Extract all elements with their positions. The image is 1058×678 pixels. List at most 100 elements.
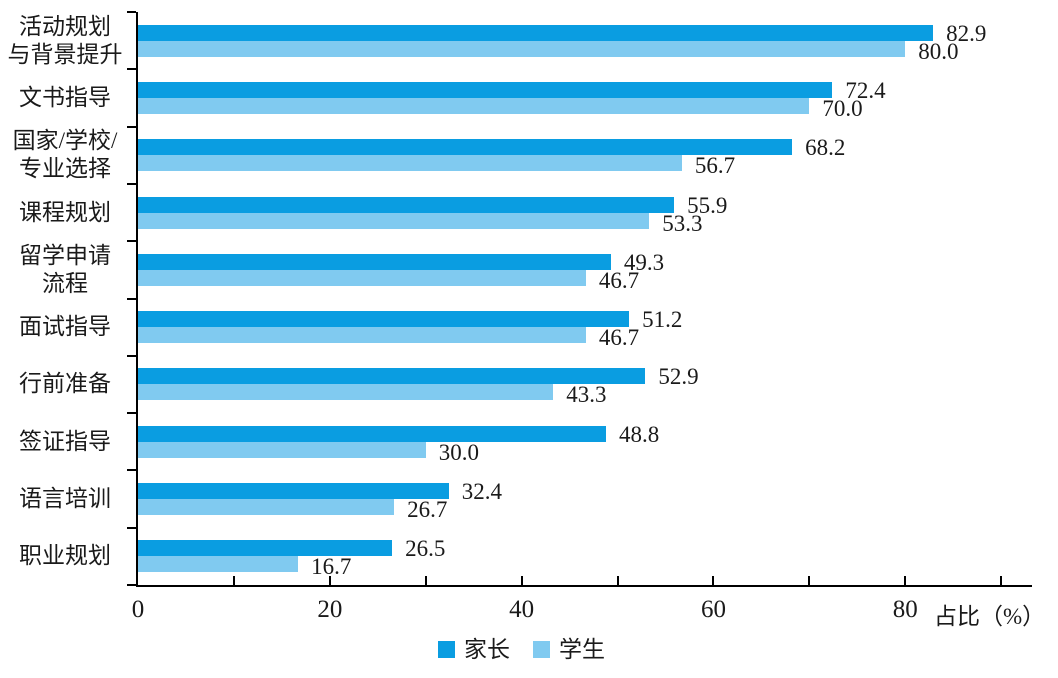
parent-bar-line: 26.5 xyxy=(138,536,1030,562)
x-axis-tick xyxy=(424,576,427,585)
y-axis-tick xyxy=(127,240,136,243)
parent-value-label: 55.9 xyxy=(687,192,728,218)
legend-item-parent: 家长 xyxy=(438,637,510,662)
bar-row: 55.9 53.3 xyxy=(138,184,1030,241)
parent-value-label: 72.4 xyxy=(845,77,886,103)
parent-bar-line: 48.8 xyxy=(138,421,1030,447)
y-axis-tick xyxy=(127,469,136,472)
category-label: 留学申请 流程 xyxy=(19,242,111,296)
x-axis-tick xyxy=(520,576,523,585)
student-value-label: 46.7 xyxy=(598,267,640,293)
student-bar-line: 30.0 xyxy=(138,439,1030,465)
x-tick-label: 40 xyxy=(509,596,535,623)
student-bar xyxy=(138,499,395,516)
x-axis-tick xyxy=(232,576,235,585)
student-bar-line: 46.7 xyxy=(138,267,1030,293)
parent-bar xyxy=(138,139,793,156)
student-bar-line: 43.3 xyxy=(138,382,1030,408)
parent-bar-line: 51.2 xyxy=(138,307,1030,333)
student-bar-line: 56.7 xyxy=(138,153,1030,179)
student-bar-line: 46.7 xyxy=(138,326,1030,349)
bar-row: 68.2 56.7 xyxy=(138,127,1030,184)
x-tick-label: 60 xyxy=(700,596,726,623)
bar-row: 52.9 43.3 xyxy=(138,356,1030,413)
legend-label-parent: 家长 xyxy=(464,637,510,662)
x-axis-line xyxy=(136,585,1032,587)
student-bar xyxy=(138,97,810,114)
bar-row: 72.4 70.0 xyxy=(138,69,1030,126)
student-bar xyxy=(138,384,554,401)
legend-label-student: 学生 xyxy=(559,637,605,662)
x-axis-tick xyxy=(1000,576,1003,585)
student-bar xyxy=(138,327,586,344)
parent-bar-line: 82.9 xyxy=(138,20,1030,46)
x-axis-tick xyxy=(904,576,907,585)
parent-value-label: 82.9 xyxy=(946,20,987,46)
legend-item-student: 学生 xyxy=(533,637,605,662)
y-axis-tick xyxy=(127,182,136,185)
student-bar-line: 26.7 xyxy=(138,497,1030,523)
parent-bar-line: 52.9 xyxy=(138,364,1030,390)
category-label: 国家/学校/ 专业选择 xyxy=(12,128,118,182)
parent-bar xyxy=(138,425,607,442)
student-bar-line: 16.7 xyxy=(138,554,1030,580)
parent-bar xyxy=(138,540,393,557)
student-bar xyxy=(138,269,586,286)
category-label: 面试指导 xyxy=(19,314,111,340)
parent-bar xyxy=(138,196,675,213)
parent-value-label: 32.4 xyxy=(461,479,502,505)
bar-row: 26.5 16.7 xyxy=(138,528,1030,585)
parent-bar xyxy=(138,311,630,328)
student-bar xyxy=(138,556,299,573)
bar-row: 48.8 30.0 xyxy=(138,413,1030,470)
parent-bar-line: 72.4 xyxy=(138,77,1030,103)
category-label: 课程规划 xyxy=(19,199,111,225)
y-axis-tick xyxy=(127,526,136,529)
y-axis-tick xyxy=(127,11,136,13)
x-axis-tick xyxy=(712,576,715,585)
x-axis-tick xyxy=(328,576,331,585)
student-bar xyxy=(138,441,426,458)
x-axis-tick xyxy=(616,576,619,585)
category-label: 职业规划 xyxy=(19,543,111,569)
student-value-label: 53.3 xyxy=(662,210,703,236)
parent-bar xyxy=(138,81,833,98)
y-axis-tick xyxy=(127,354,136,357)
parent-value-label: 49.3 xyxy=(623,249,665,275)
y-axis-tick xyxy=(127,125,136,128)
student-value-label: 30.0 xyxy=(438,439,479,465)
student-value-label: 70.0 xyxy=(822,95,863,121)
parent-bar-line: 55.9 xyxy=(138,192,1030,218)
y-axis-tick xyxy=(127,412,136,415)
parent-bar-line: 49.3 xyxy=(138,249,1030,275)
parent-value-label: 52.9 xyxy=(658,364,699,390)
student-value-label: 26.7 xyxy=(407,497,448,523)
student-value-label: 43.3 xyxy=(566,382,607,408)
parent-value-label: 48.8 xyxy=(619,421,660,447)
student-bar xyxy=(138,40,906,57)
legend: 家长 学生 xyxy=(438,637,605,662)
bar-row: 82.9 80.0 xyxy=(138,12,1030,69)
parent-value-label: 26.5 xyxy=(405,536,446,562)
y-axis-tick xyxy=(127,584,136,586)
bar-row: 49.3 46.7 xyxy=(138,241,1030,298)
category-label: 活动规划 与背景提升 xyxy=(7,13,123,67)
bar-row: 32.4 26.7 xyxy=(138,470,1030,527)
x-axis-tick xyxy=(808,576,811,585)
category-label: 签证指导 xyxy=(19,428,111,454)
parent-bar xyxy=(138,24,934,41)
student-bar-line: 53.3 xyxy=(138,210,1030,236)
parent-value-label: 51.2 xyxy=(642,307,683,333)
parent-bar-line: 32.4 xyxy=(138,479,1030,505)
student-value-label: 16.7 xyxy=(311,554,352,580)
parent-bar-line: 68.2 xyxy=(138,136,1030,159)
category-label: 行前准备 xyxy=(19,371,111,397)
x-tick-label: 20 xyxy=(317,596,343,623)
x-axis-title: 占比（%） xyxy=(934,604,1046,629)
student-bar xyxy=(138,155,682,172)
category-label: 文书指导 xyxy=(19,84,111,110)
parent-bar xyxy=(138,483,449,500)
student-value-label: 56.7 xyxy=(694,153,736,179)
student-bar-line: 80.0 xyxy=(138,40,1030,63)
